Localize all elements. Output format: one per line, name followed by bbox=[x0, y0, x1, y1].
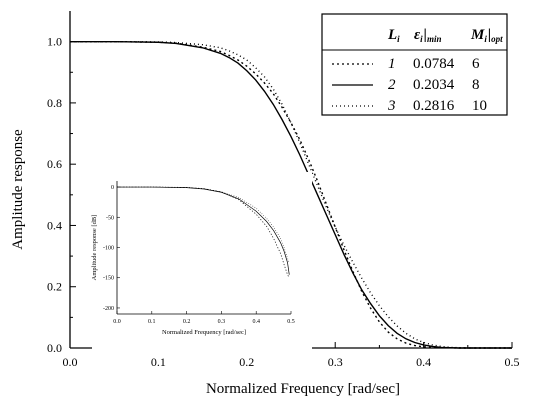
legend-eps-1: 0.0784 bbox=[413, 56, 455, 72]
x-tick-label: 0.4 bbox=[416, 355, 431, 369]
x-tick-label: 0.3 bbox=[328, 355, 343, 369]
legend-label-1: 1 bbox=[388, 56, 396, 72]
inset-x-tick-label: 0.0 bbox=[113, 319, 121, 325]
y-tick-label: 0.2 bbox=[47, 280, 62, 294]
inset-y-tick-label: -50 bbox=[106, 215, 114, 221]
inset-x-tick-label: 0.2 bbox=[183, 319, 191, 325]
y-tick-label: 0.8 bbox=[47, 96, 62, 110]
main-plot: 0.0 0.1 0.2 0.3 0.4 0.5 0.0 0.2 0.4 0.6 0.8 1.0 Norm… bbox=[10, 11, 520, 397]
inset-y-tick-label: -100 bbox=[103, 246, 114, 252]
legend-label-2: 2 bbox=[388, 77, 396, 93]
x-tick-label: 0.1 bbox=[151, 355, 166, 369]
series-line-1 bbox=[70, 40, 512, 349]
y-axis-label: Amplitude response bbox=[10, 129, 26, 250]
inset-y-axis-label: Amplitude response [dB] bbox=[91, 215, 98, 281]
inset-x-tick-label: 0.1 bbox=[148, 319, 156, 325]
inset-y-tick-label: 0 bbox=[111, 185, 114, 191]
x-tick-label: 0.5 bbox=[505, 355, 520, 369]
legend-header-eps: εi|min bbox=[414, 27, 442, 44]
series-line-2 bbox=[70, 40, 512, 349]
legend: Li εi|min Mi|opt 1 0.0784 6 2 0.2034 8 3 0.2816 10 bbox=[321, 13, 508, 116]
x-tick-label: 0.2 bbox=[239, 355, 254, 369]
legend-header-M: Mi|opt bbox=[470, 27, 503, 44]
inset-x-tick-label: 0.3 bbox=[218, 319, 226, 325]
inset-x-axis-label: Normalized Frequency [rad/sec] bbox=[162, 329, 246, 336]
inset-series-line-3 bbox=[117, 186, 290, 263]
y-tick-label: 0.6 bbox=[47, 157, 62, 171]
legend-eps-2: 0.2034 bbox=[413, 77, 455, 93]
legend-M-3: 10 bbox=[472, 98, 487, 114]
x-tick-label: 0.0 bbox=[63, 355, 78, 369]
inset-plot: 0.0 0.1 0.2 0.3 0.4 0.5 0 -50 -100 -150 -200 Normal… bbox=[91, 172, 312, 353]
x-axis-label: Normalized Frequency [rad/sec] bbox=[206, 381, 400, 397]
legend-M-2: 8 bbox=[472, 77, 480, 93]
legend-eps-3: 0.2816 bbox=[413, 98, 455, 114]
inset-background bbox=[92, 172, 312, 353]
y-tick-label: 0.4 bbox=[47, 218, 62, 232]
inset-x-tick-label: 0.4 bbox=[252, 319, 260, 325]
inset-y-tick-label: -150 bbox=[103, 276, 114, 282]
y-tick-label: 0.0 bbox=[47, 341, 62, 355]
legend-M-1: 6 bbox=[472, 56, 480, 72]
legend-label-3: 3 bbox=[387, 98, 396, 114]
legend-header-L: Li bbox=[387, 27, 400, 44]
y-tick-label: 1.0 bbox=[47, 35, 62, 49]
inset-y-tick-label: -200 bbox=[103, 306, 114, 312]
inset-x-tick-label: 0.5 bbox=[287, 319, 295, 325]
